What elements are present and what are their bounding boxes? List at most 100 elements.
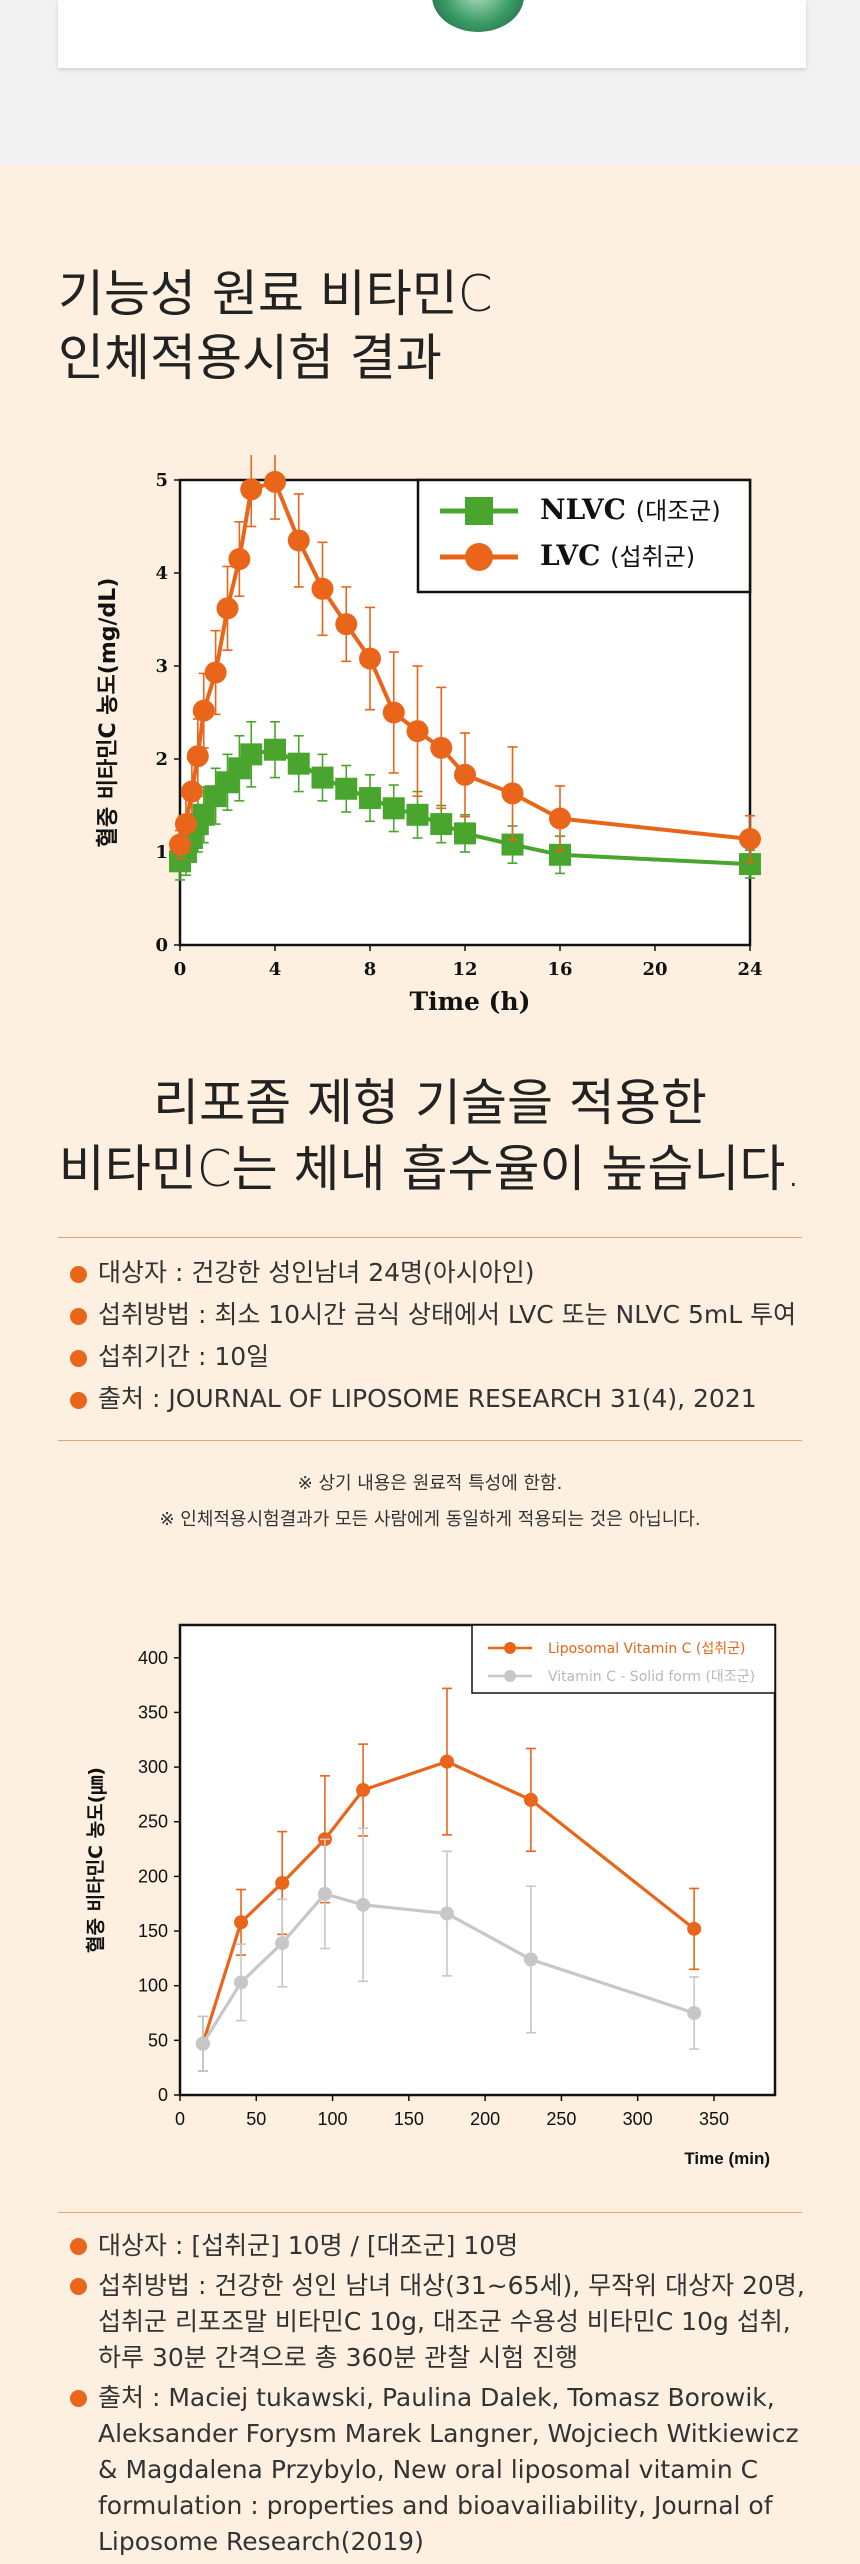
y-tick-label: 3 <box>155 656 168 677</box>
study-1-info: 대상자 : 건강한 성인남녀 24명(아시아인) 섭취방법 : 최소 10시간 … <box>70 1252 810 1420</box>
data-point <box>687 1921 702 1936</box>
study-2-info: 대상자 : [섭취군] 10명 / [대조군] 10명 섭취방법 : 건강한 성… <box>70 2228 810 2564</box>
data-point <box>234 1915 249 1930</box>
data-point <box>335 613 358 636</box>
data-point <box>439 1906 454 1921</box>
bullet-icon <box>70 1392 87 1409</box>
data-point <box>275 1875 290 1890</box>
data-point <box>454 763 476 786</box>
x-tick-label: 50 <box>246 2109 266 2129</box>
x-tick-label: 12 <box>452 959 477 980</box>
x-tick-label: 200 <box>470 2109 500 2129</box>
y-tick-label: 50 <box>148 2030 168 2050</box>
data-point <box>382 797 405 820</box>
divider <box>58 1440 802 1441</box>
x-tick-label: 20 <box>642 959 667 980</box>
divider <box>58 1237 802 1238</box>
sub-heading-line-2: 비타민C는 체내 흡수율이 높습니다. <box>58 1140 802 1198</box>
y-tick-label: 150 <box>138 1921 168 1941</box>
data-point <box>204 661 227 684</box>
data-point <box>523 1952 538 1967</box>
data-point <box>523 1792 538 1807</box>
x-tick-label: 100 <box>318 2109 348 2129</box>
x-axis-label: Time (min) <box>684 2149 770 2168</box>
legend-label: NLVC (대조군) <box>540 493 721 526</box>
y-tick-label: 300 <box>138 1757 168 1777</box>
data-point <box>501 833 524 856</box>
y-tick-label: 250 <box>138 1812 168 1832</box>
data-point <box>549 807 571 830</box>
y-tick-label: 100 <box>138 1976 168 1996</box>
data-point <box>382 701 405 724</box>
legend-marker <box>465 543 493 571</box>
data-point <box>195 2036 210 2051</box>
top-band <box>0 0 860 165</box>
legend-label: Vitamin C - Solid form (대조군) <box>548 1669 755 1685</box>
data-point <box>454 822 476 845</box>
data-point <box>439 1754 454 1769</box>
data-point <box>186 745 209 768</box>
bullet-icon <box>70 2278 87 2295</box>
heading-line-1: 기능성 원료 비타민C <box>58 265 493 323</box>
legend-label: LVC (섭취군) <box>540 539 695 572</box>
x-tick-label: 24 <box>737 959 762 980</box>
bullet-icon <box>70 1350 87 1367</box>
data-point <box>359 787 381 810</box>
data-point <box>430 736 453 759</box>
list-item: 섭취기간 : 10일 <box>70 1336 810 1378</box>
data-point <box>240 478 263 501</box>
x-tick-label: 350 <box>699 2109 729 2129</box>
x-tick-label: 0 <box>175 2109 185 2129</box>
data-point <box>234 1975 249 1990</box>
disclaimer-notes: ※ 상기 내용은 원료적 특성에 한함. ※ 인체적용시험결과가 모든 사람에게… <box>0 1466 860 1538</box>
y-tick-label: 0 <box>155 935 168 956</box>
sub-heading-line-1: 리포좀 제형 기술을 적용한 <box>153 1074 707 1132</box>
data-point <box>739 853 761 876</box>
divider <box>58 2212 802 2213</box>
y-tick-label: 4 <box>155 563 168 584</box>
data-point <box>240 743 263 766</box>
legend-marker <box>465 497 493 525</box>
legend-box <box>471 1624 776 1694</box>
list-item: 섭취방법 : 건강한 성인 남녀 대상(31~65세), 무작위 대상자 20명… <box>70 2268 810 2376</box>
data-point <box>169 833 191 856</box>
legend-marker <box>504 1642 516 1654</box>
data-point <box>356 1897 371 1912</box>
data-point <box>192 699 215 722</box>
data-point <box>264 470 286 493</box>
section-heading: 기능성 원료 비타민C 인체적용시험 결과 <box>58 262 493 390</box>
heading-line-2: 인체적용시험 결과 <box>58 329 442 387</box>
bullet-icon <box>70 2238 87 2255</box>
data-point <box>287 752 310 775</box>
data-point <box>180 780 203 803</box>
bullet-icon <box>70 1308 87 1325</box>
series-line-1 <box>201 1759 696 2045</box>
y-tick-label: 2 <box>155 749 168 770</box>
data-point <box>356 1783 371 1798</box>
list-item: 대상자 : [섭취군] 10명 / [대조군] 10명 <box>70 2228 810 2264</box>
data-point <box>287 529 310 552</box>
note: ※ 상기 내용은 원료적 특성에 한함. <box>297 1473 563 1494</box>
y-tick-label: 350 <box>138 1702 168 1722</box>
data-point <box>406 803 429 826</box>
data-point <box>430 813 453 836</box>
y-tick-label: 400 <box>138 1648 168 1668</box>
legend-marker <box>504 1670 516 1682</box>
x-tick-label: 150 <box>394 2109 424 2129</box>
x-tick-label: 8 <box>364 959 377 980</box>
chart-2-vitamin-c-um: 0 50 100 150 200 250 300 350 400 0 50 100 150 200 250 3… <box>84 1623 777 2168</box>
data-point <box>335 777 358 800</box>
data-point <box>406 720 429 743</box>
legend-label: Liposomal Vitamin C (섭취군) <box>548 1641 745 1657</box>
x-tick-label: 0 <box>174 959 187 980</box>
x-axis-label: Time (h) <box>410 987 531 1016</box>
x-tick-label: 250 <box>546 2109 576 2129</box>
y-axis-label: 혈중 비타민C 농도(mg/dL) <box>96 578 121 848</box>
sub-heading: 리포좀 제형 기술을 적용한 비타민C는 체내 흡수율이 높습니다. <box>0 1070 860 1202</box>
x-tick-label: 16 <box>547 959 572 980</box>
y-tick-label: 1 <box>155 842 168 863</box>
data-point <box>739 827 761 850</box>
y-axis-label: 혈중 비타민C 농도(㎛) <box>84 1767 107 1953</box>
data-point <box>359 647 381 670</box>
